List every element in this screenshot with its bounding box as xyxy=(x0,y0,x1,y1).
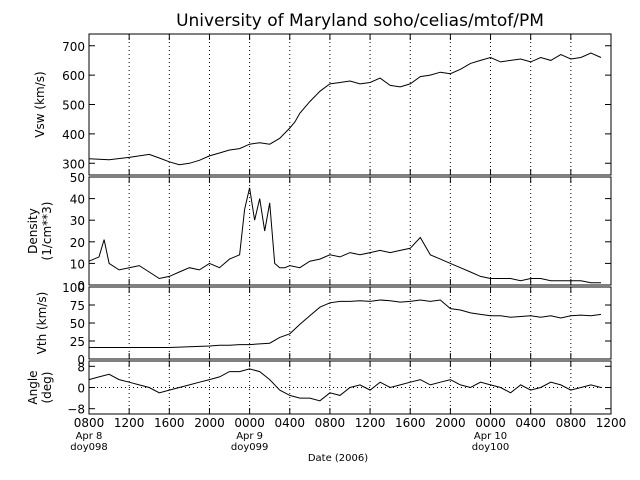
panel-density: 0 10 20 30 40 50 Density (1/cm**3) xyxy=(26,171,612,293)
y-tick-label: 700 xyxy=(62,40,85,54)
date-label: Apr 10 xyxy=(474,431,507,442)
doy-label: doy100 xyxy=(472,442,509,453)
y-tick-label: 50 xyxy=(70,317,85,331)
x-tick-label: 0400 xyxy=(515,416,546,430)
y-tick-label: 25 xyxy=(70,335,85,349)
x-tick-label: 0000 xyxy=(475,416,506,430)
y-tick-label: 100 xyxy=(62,281,85,295)
y-axis-label: Density xyxy=(26,208,40,254)
y-axis-label: Vth (km/s) xyxy=(35,292,49,355)
x-tick-label: 0800 xyxy=(74,416,105,430)
x-axis: 0800 1200 1600 2000 0000 0400 0800 1200 1600 2000… xyxy=(70,416,626,453)
x-tick-label: 0000 xyxy=(234,416,265,430)
y-tick-label: 20 xyxy=(70,236,85,250)
panel-frame xyxy=(88,176,612,286)
doy-label: doy099 xyxy=(231,442,268,453)
x-tick-label: 1200 xyxy=(355,416,386,430)
y-tick-label: 0 xyxy=(77,279,85,293)
y-tick-label: 300 xyxy=(62,157,85,171)
y-tick-label: 500 xyxy=(62,99,85,113)
y-tick-label: 30 xyxy=(70,214,85,228)
series-line-vth xyxy=(89,299,602,348)
series-line-vsw xyxy=(88,52,602,166)
x-tick-label: 0800 xyxy=(556,416,587,430)
y-tick-label: 400 xyxy=(62,128,85,142)
x-tick-label: 1600 xyxy=(395,416,426,430)
date-label: Apr 9 xyxy=(236,431,263,442)
y-tick-label: 600 xyxy=(62,69,85,83)
x-tick-label: 0400 xyxy=(274,416,305,430)
panel-frame xyxy=(88,286,612,360)
date-label: Apr 8 xyxy=(76,431,103,442)
y-axis-label: (1/cm**3) xyxy=(40,202,54,261)
x-tick-label: 1200 xyxy=(114,416,145,430)
x-tick-label: 0800 xyxy=(315,416,346,430)
series-line-angle xyxy=(88,368,602,402)
doy-label: doy098 xyxy=(70,442,107,453)
panel-vth: 0 25 50 75 100 Vth (km/s) xyxy=(35,281,612,367)
y-tick-label: 0 xyxy=(77,353,85,367)
y-axis-label: Vsw (km/s) xyxy=(33,71,47,137)
x-tick-label: 1200 xyxy=(596,416,627,430)
y-tick-label: 75 xyxy=(70,299,85,313)
x-axis-label: Date (2006) xyxy=(308,453,368,464)
chart-title: University of Maryland soho/celias/mtof/… xyxy=(176,11,544,31)
y-tick-label: 10 xyxy=(70,257,85,271)
x-tick-label: 1600 xyxy=(154,416,185,430)
x-tick-label: 2000 xyxy=(435,416,466,430)
y-tick-label: 0 xyxy=(77,382,85,396)
y-axis-label: (deg) xyxy=(40,372,54,404)
y-tick-label: 50 xyxy=(70,171,85,185)
panel-angle: −8 0 8 Angle (deg) xyxy=(26,360,612,417)
series-line-density xyxy=(88,187,601,284)
panel-frame xyxy=(88,33,612,176)
y-tick-label: −8 xyxy=(67,403,85,417)
y-tick-label: 8 xyxy=(77,360,85,374)
x-tick-label: 2000 xyxy=(194,416,225,430)
y-tick-label: 40 xyxy=(70,193,85,207)
panel-vsw: 300 400 500 600 700 Vsw (km/s) xyxy=(33,33,612,176)
y-axis-label: Angle xyxy=(26,370,40,404)
